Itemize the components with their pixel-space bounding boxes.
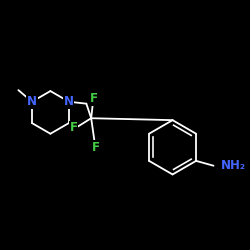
Text: N: N	[64, 95, 74, 108]
Text: N: N	[27, 95, 37, 108]
Text: F: F	[90, 92, 98, 105]
Text: F: F	[70, 122, 78, 134]
Text: NH₂: NH₂	[221, 159, 246, 172]
Text: F: F	[92, 141, 100, 154]
